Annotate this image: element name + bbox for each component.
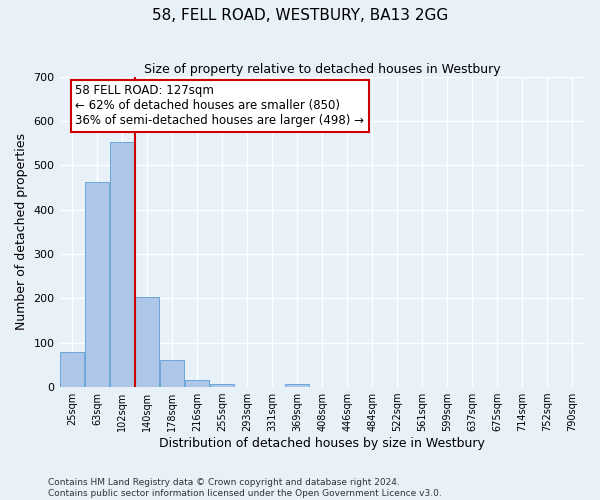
Bar: [210, 384, 235, 387]
Bar: [60, 352, 84, 387]
Bar: [135, 297, 159, 387]
X-axis label: Distribution of detached houses by size in Westbury: Distribution of detached houses by size …: [160, 437, 485, 450]
Bar: [160, 360, 184, 387]
Y-axis label: Number of detached properties: Number of detached properties: [15, 134, 28, 330]
Text: Contains HM Land Registry data © Crown copyright and database right 2024.
Contai: Contains HM Land Registry data © Crown c…: [48, 478, 442, 498]
Text: 58 FELL ROAD: 127sqm
← 62% of detached houses are smaller (850)
36% of semi-deta: 58 FELL ROAD: 127sqm ← 62% of detached h…: [76, 84, 364, 128]
Bar: [285, 384, 310, 387]
Bar: [85, 182, 109, 387]
Bar: [185, 380, 209, 387]
Title: Size of property relative to detached houses in Westbury: Size of property relative to detached ho…: [144, 62, 500, 76]
Bar: [110, 142, 134, 387]
Text: 58, FELL ROAD, WESTBURY, BA13 2GG: 58, FELL ROAD, WESTBURY, BA13 2GG: [152, 8, 448, 22]
